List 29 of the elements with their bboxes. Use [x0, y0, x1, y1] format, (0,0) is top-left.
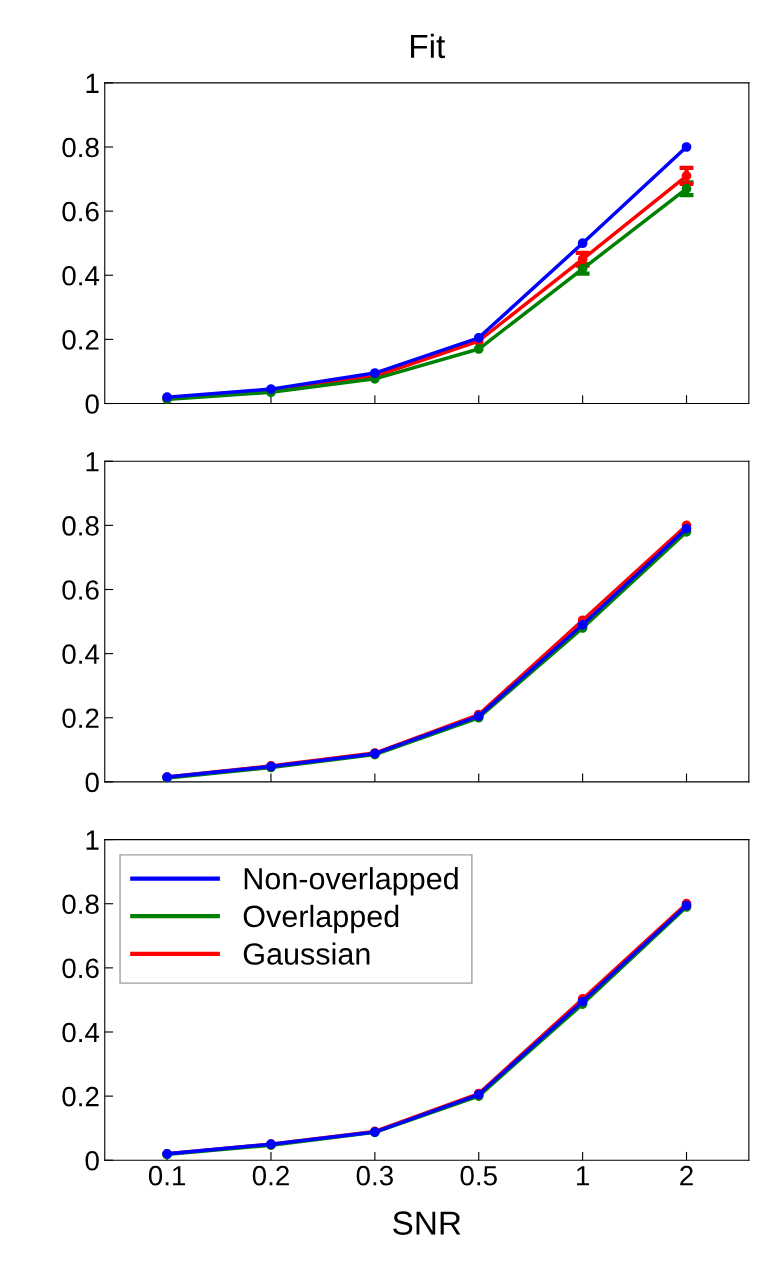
y-tick-label: 1 [86, 73, 99, 93]
legend-label: Overlapped [243, 904, 399, 934]
x-axis-title: SNR [393, 1211, 461, 1235]
y-tick-label: 0.2 [62, 708, 99, 729]
y-tick-label: 0.4 [62, 644, 100, 664]
y-tick-label: 0 [85, 772, 99, 793]
y-tick-label: 0.6 [62, 580, 99, 600]
x-tick-label: 2 [680, 1165, 693, 1186]
x-tick-label: 1 [577, 1166, 589, 1186]
x-tick-label: 0.5 [460, 1165, 497, 1186]
y-tick-label: 1 [86, 452, 99, 472]
y-tick-label: 0.2 [62, 330, 99, 350]
y-tick-label: 0.8 [62, 516, 99, 536]
x-tick-label: 0.3 [356, 1165, 393, 1186]
y-tick-label: 0.6 [62, 201, 99, 222]
y-tick-label: 0 [85, 394, 99, 414]
y-tick-label: 0.8 [62, 894, 99, 915]
y-tick-label: 0.6 [62, 958, 99, 979]
legend-label: Non-overlapped [244, 867, 458, 896]
chart-title: Fit [411, 33, 446, 59]
y-tick-label: 0.4 [62, 265, 100, 286]
y-tick-label: 0 [85, 1150, 99, 1171]
legend-label: Gaussian [243, 942, 370, 965]
y-tick-label: 0.2 [62, 1086, 99, 1107]
y-tick-label: 0.8 [62, 137, 99, 158]
y-tick-label: 1 [86, 830, 99, 850]
y-tick-label: 0.4 [62, 1022, 100, 1043]
x-tick-label: 0.1 [148, 1165, 186, 1186]
x-tick-label: 0.2 [252, 1165, 289, 1186]
